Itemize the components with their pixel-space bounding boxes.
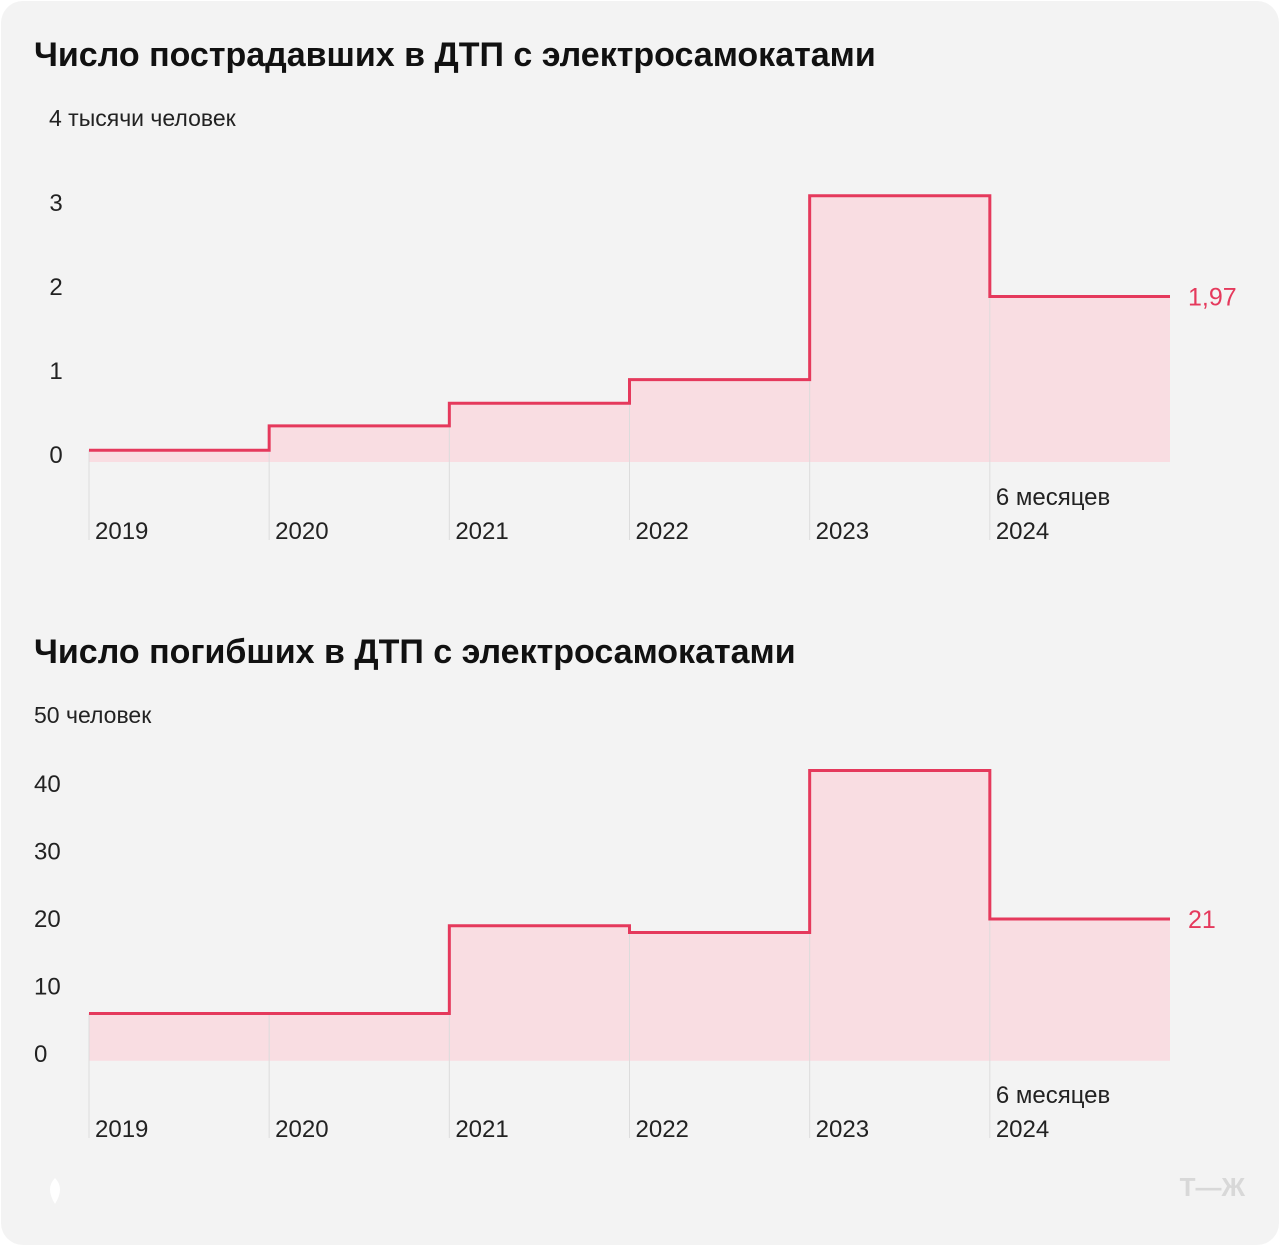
x-tick-note: 6 месяцев (996, 1082, 1110, 1109)
unit-label: 4 тысячи человек (49, 105, 237, 131)
x-tick-label: 2023 (816, 1116, 869, 1143)
x-tick-label: 2022 (636, 1116, 689, 1143)
y-tick-label: 10 (34, 973, 61, 1000)
x-tick-note: 6 месяцев (996, 484, 1110, 511)
y-tick-label: 1 (49, 358, 62, 385)
chart-killed: Число погибших в ДТП с электросамокатами… (34, 633, 1216, 1143)
x-tick-label: 2019 (95, 518, 148, 545)
y-tick-label: 30 (34, 838, 61, 865)
unit-label: 50 человек (34, 702, 152, 728)
x-tick-label: 2022 (636, 518, 689, 545)
x-tick-label: 2020 (275, 518, 328, 545)
x-tick-label: 2020 (275, 1116, 328, 1143)
plot-area: 0 10 20 30 40 2019 2020 2021 2022 2023 2024 6 месяц… (34, 769, 1216, 1143)
step-line (89, 769, 1170, 1015)
last-value-label: 21 (1188, 906, 1216, 934)
y-tick-label: 2 (49, 274, 62, 301)
x-tick-label: 2024 (996, 518, 1049, 545)
x-tick-label: 2021 (455, 1116, 508, 1143)
y-tick-label: 0 (34, 1041, 47, 1068)
chart-title: Число погибших в ДТП с электросамокатами (34, 633, 796, 671)
y-tick-label: 0 (49, 442, 62, 469)
x-tick-label: 2024 (996, 1116, 1049, 1143)
step-line (89, 194, 1170, 452)
last-value-label: 1,97 (1188, 284, 1237, 312)
chart-title: Число пострадавших в ДТП с электросамока… (34, 36, 876, 74)
y-tick-label: 20 (34, 906, 61, 933)
plot-area: 0 1 2 3 2019 2020 2021 2022 2023 2024 6 месяцев 1,9… (49, 190, 1236, 545)
y-tick-label: 3 (49, 190, 62, 217)
area-fill (89, 770, 1170, 1061)
tzh-logo: Т—Ж (1180, 1172, 1246, 1202)
y-tick-label: 40 (34, 771, 61, 798)
x-tick-label: 2021 (455, 518, 508, 545)
x-tick-label: 2023 (816, 518, 869, 545)
area-fill (89, 195, 1170, 462)
x-tick-label: 2019 (95, 1116, 148, 1143)
chart-injured: Число пострадавших в ДТП с электросамока… (34, 36, 1237, 545)
leaf-icon (50, 1178, 60, 1204)
